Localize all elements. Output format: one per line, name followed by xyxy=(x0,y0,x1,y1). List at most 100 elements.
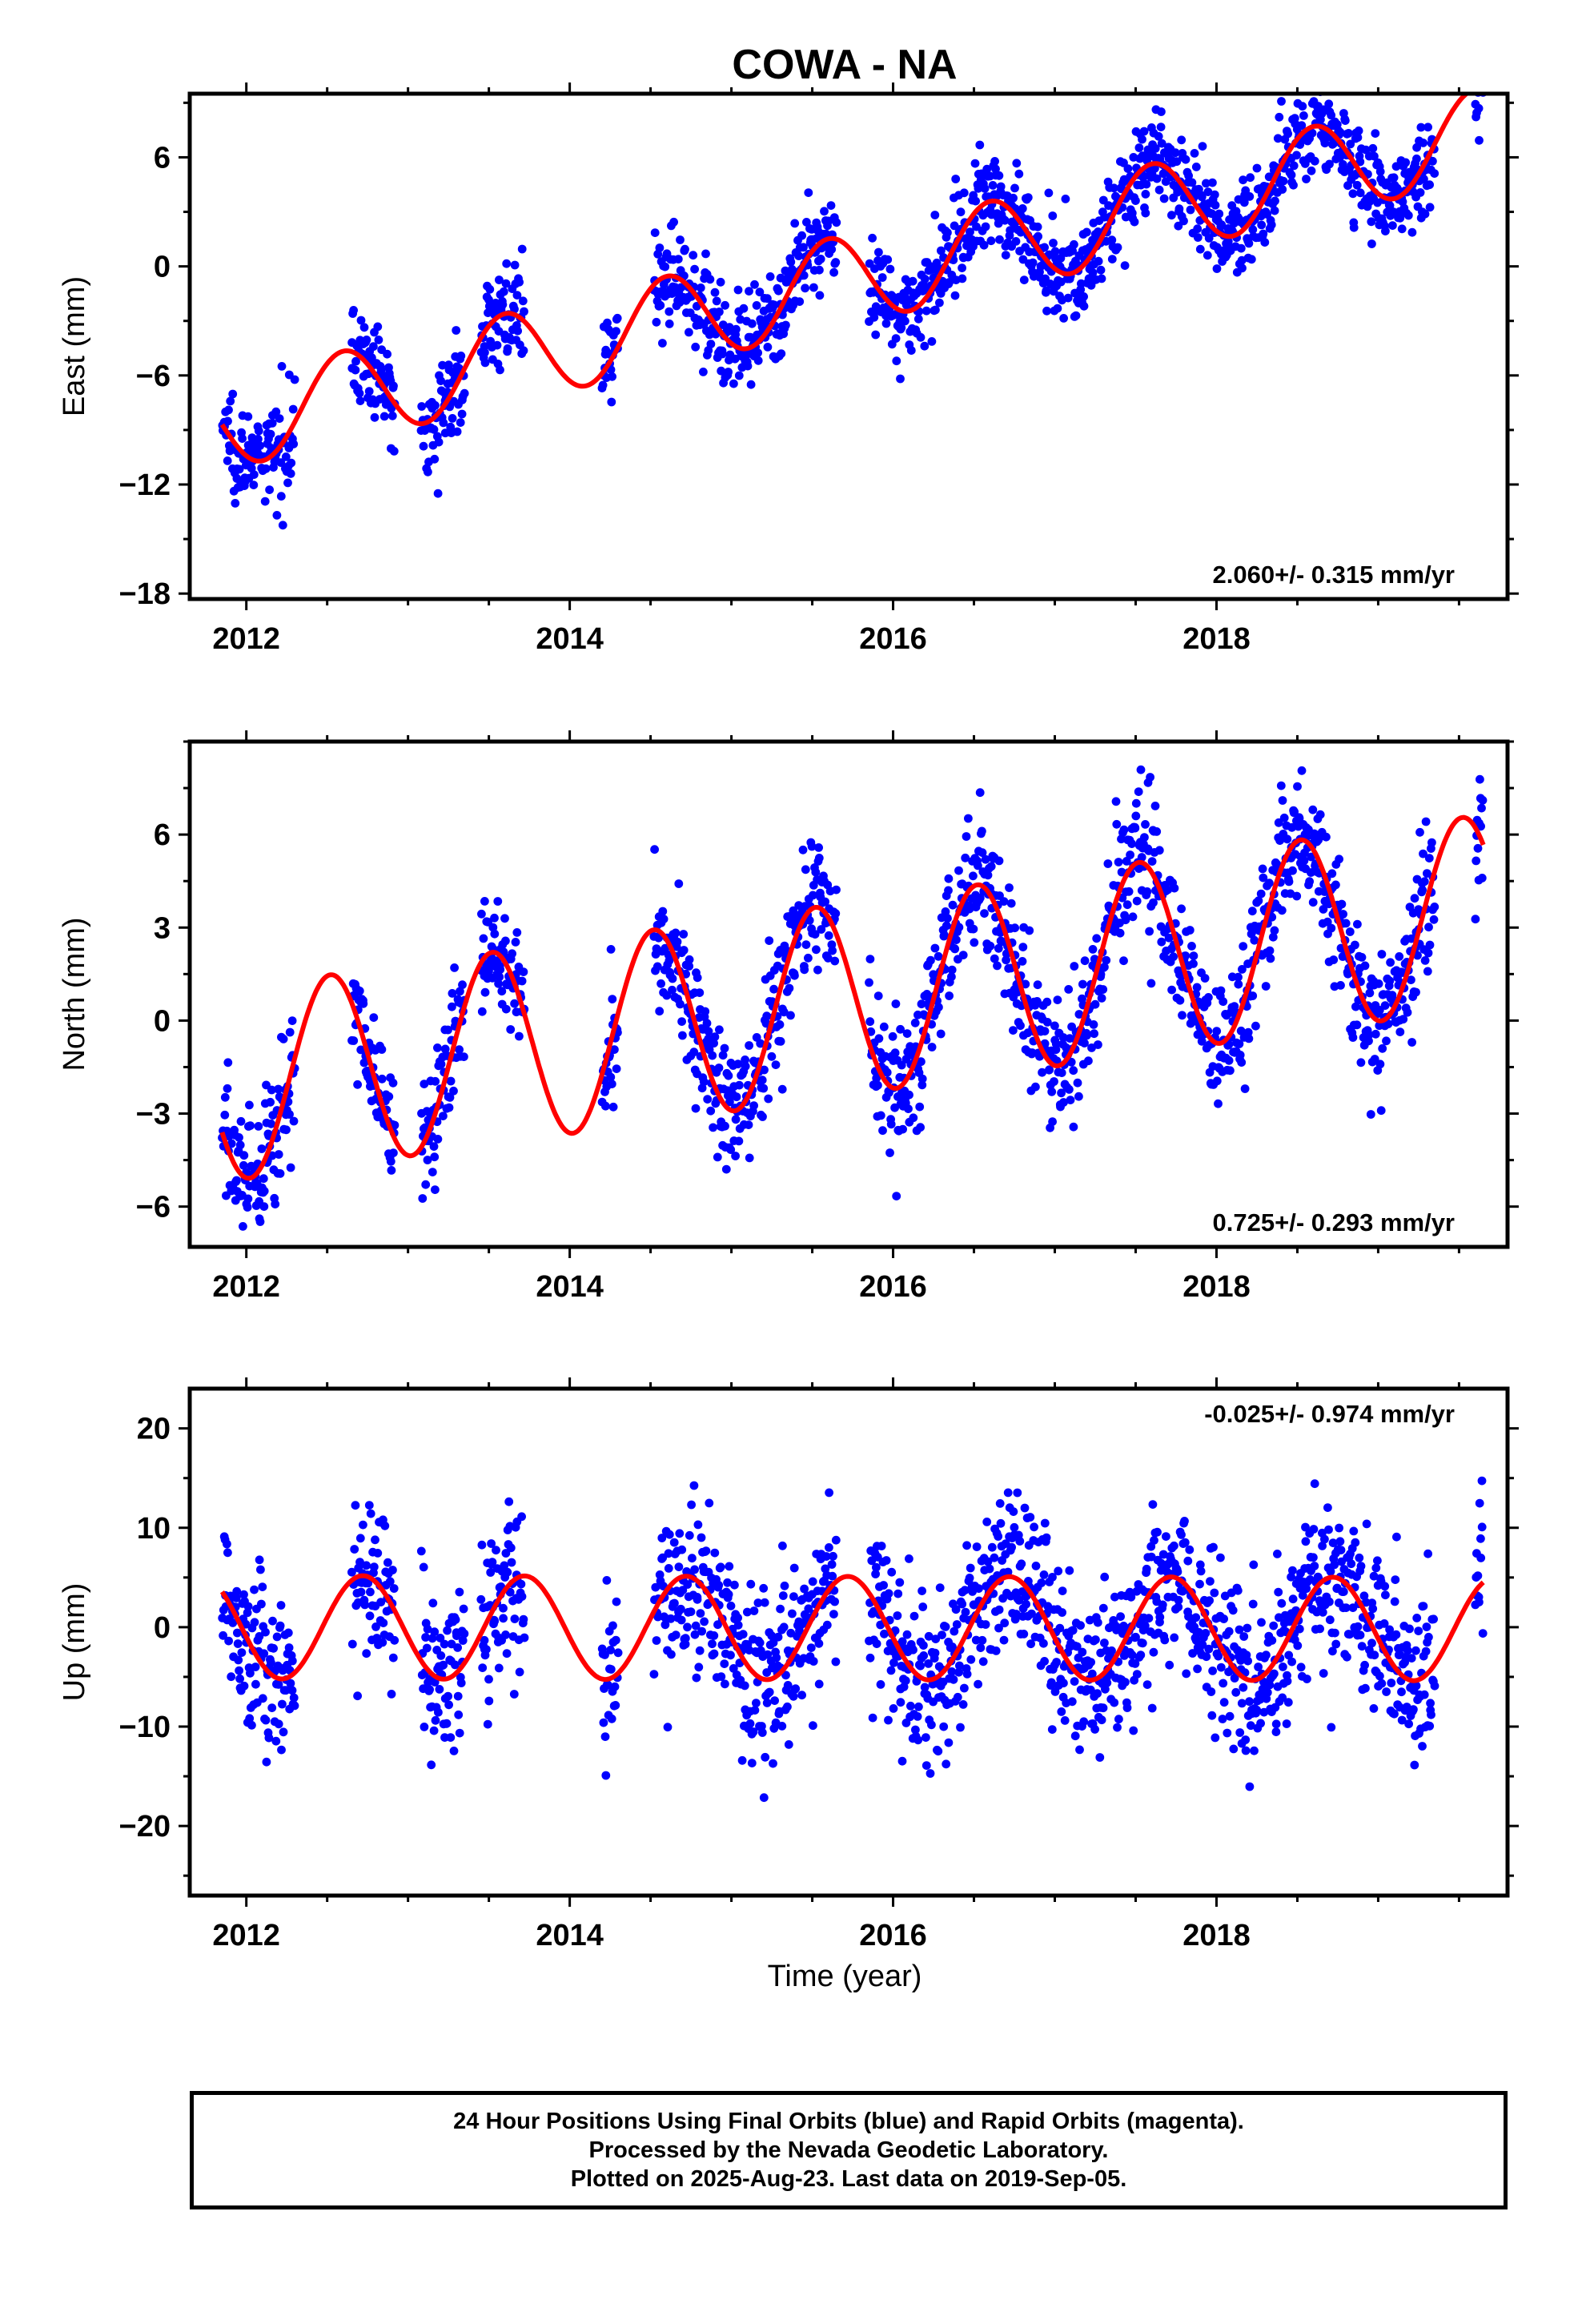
data-point xyxy=(691,1621,701,1630)
data-point xyxy=(477,1007,487,1016)
data-point xyxy=(1005,883,1014,892)
data-point xyxy=(776,1604,785,1614)
data-point xyxy=(1361,145,1371,155)
data-point xyxy=(1473,843,1483,853)
data-point xyxy=(1088,945,1098,954)
data-point xyxy=(1429,915,1439,924)
data-point xyxy=(267,1658,275,1667)
data-point xyxy=(1359,1591,1369,1601)
data-point xyxy=(380,1521,390,1530)
data-point xyxy=(1360,961,1370,971)
data-point xyxy=(714,1063,724,1072)
data-point xyxy=(1404,1719,1413,1729)
data-point xyxy=(1152,827,1162,836)
data-point xyxy=(1067,1697,1077,1707)
data-point xyxy=(759,1793,769,1803)
data-point xyxy=(1094,256,1103,266)
data-point xyxy=(713,1620,722,1630)
data-point xyxy=(990,1553,999,1562)
data-point xyxy=(865,1017,875,1027)
data-point xyxy=(429,424,439,434)
data-point xyxy=(715,1025,724,1035)
data-point xyxy=(1033,222,1042,231)
data-point xyxy=(1198,1640,1207,1650)
data-point xyxy=(1430,169,1439,179)
data-point xyxy=(1181,155,1191,164)
rate-label-east: 2.060+/- 0.315 mm/yr xyxy=(1213,561,1455,589)
data-point xyxy=(790,971,799,980)
data-point xyxy=(724,368,733,376)
data-point xyxy=(651,1582,661,1592)
data-point xyxy=(1230,1002,1239,1011)
data-point xyxy=(1122,900,1132,910)
data-point xyxy=(1202,179,1211,188)
data-point xyxy=(1419,139,1428,147)
data-point xyxy=(1355,188,1365,198)
data-point xyxy=(891,999,901,1008)
data-point xyxy=(743,361,753,371)
data-point xyxy=(777,1084,787,1094)
data-point xyxy=(1129,1726,1138,1735)
data-point xyxy=(986,236,996,246)
data-point xyxy=(1243,1027,1253,1037)
data-point xyxy=(1273,1550,1282,1558)
data-point xyxy=(237,1648,247,1658)
data-point xyxy=(952,935,961,944)
data-point xyxy=(239,1681,249,1691)
data-point xyxy=(239,1151,249,1160)
data-point xyxy=(1100,1572,1110,1582)
data-point xyxy=(480,897,489,906)
data-point xyxy=(664,1564,673,1573)
data-point xyxy=(1126,850,1134,859)
data-point xyxy=(725,1097,734,1107)
data-point xyxy=(873,1080,882,1090)
data-point xyxy=(891,334,901,343)
data-point xyxy=(607,1080,616,1088)
data-point xyxy=(695,1646,705,1655)
data-point xyxy=(996,1518,1006,1528)
data-point xyxy=(493,897,503,906)
data-point xyxy=(1154,846,1164,855)
data-point xyxy=(920,275,930,283)
data-point xyxy=(450,963,459,972)
data-point xyxy=(979,240,989,250)
data-point xyxy=(1477,874,1487,883)
data-point xyxy=(1068,1626,1078,1635)
data-point xyxy=(747,1759,757,1768)
data-point xyxy=(389,1148,398,1157)
data-point xyxy=(726,1651,735,1660)
data-point xyxy=(650,845,659,854)
y-tick-label: 3 xyxy=(154,911,171,945)
data-point xyxy=(918,1602,928,1611)
data-point xyxy=(746,380,756,389)
data-point xyxy=(260,497,270,506)
data-point xyxy=(978,848,987,858)
data-point xyxy=(275,414,284,423)
data-point xyxy=(497,987,507,996)
data-point xyxy=(255,1555,264,1565)
data-point xyxy=(227,1672,236,1682)
data-point xyxy=(602,1576,612,1585)
data-point xyxy=(287,1686,297,1695)
data-point xyxy=(519,967,528,976)
data-point xyxy=(927,1720,936,1730)
data-point xyxy=(1156,123,1166,132)
data-point xyxy=(1301,1522,1310,1532)
data-point xyxy=(1356,1058,1366,1068)
data-point xyxy=(929,970,938,979)
data-point xyxy=(1215,209,1224,219)
data-point xyxy=(1045,1065,1054,1075)
data-point xyxy=(284,1643,294,1652)
data-point xyxy=(1277,97,1286,106)
data-point xyxy=(228,1618,238,1627)
data-point xyxy=(433,1043,442,1052)
data-point xyxy=(1353,133,1363,143)
data-point xyxy=(1001,251,1010,259)
data-point xyxy=(1127,1651,1137,1660)
data-point xyxy=(479,934,488,943)
data-point xyxy=(1381,227,1390,235)
data-point xyxy=(1089,1020,1098,1029)
data-point xyxy=(1180,1517,1189,1526)
data-point xyxy=(1277,1598,1287,1608)
